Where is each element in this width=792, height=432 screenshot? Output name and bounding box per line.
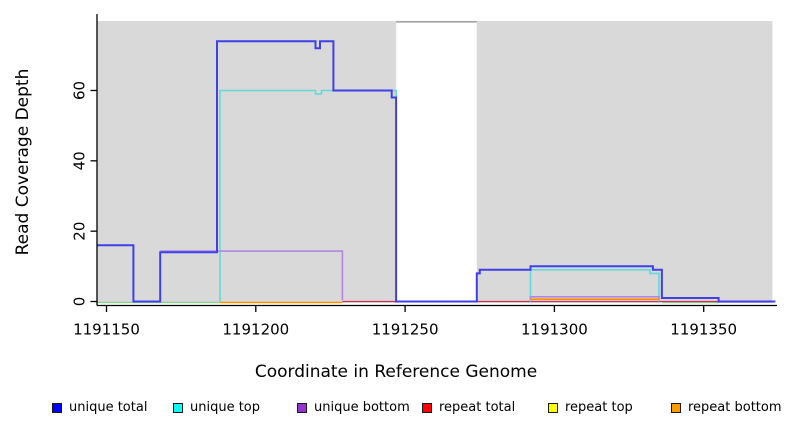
mappability-band-1	[476, 21, 773, 303]
legend: unique total unique top unique bottom re…	[0, 400, 792, 420]
y-tick-label: 0	[71, 297, 89, 307]
x-tick-label: 1191150	[73, 321, 140, 339]
series-unique-top-seg1	[529, 268, 660, 302]
legend-item-unique-bottom: unique bottom	[297, 400, 410, 416]
x-tick-label: 1191300	[521, 321, 588, 339]
y-tick-label: 20	[71, 222, 89, 241]
legend-item-repeat-bottom: repeat bottom	[671, 400, 782, 416]
legend-item-repeat-total: repeat total	[422, 400, 515, 416]
unique-bottom-swatch-icon	[297, 403, 307, 413]
unique-top-swatch-icon	[173, 403, 183, 413]
x-tick-label: 1191250	[372, 321, 439, 339]
legend-item-unique-total: unique total	[52, 400, 147, 416]
y-tick-label: 40	[71, 151, 89, 170]
unique-total-swatch-icon	[52, 403, 62, 413]
x-tick-label: 1191200	[222, 321, 289, 339]
repeat-top-swatch-icon	[548, 403, 558, 413]
y-tick-label: 60	[71, 81, 89, 100]
legend-item-unique-top: unique top	[173, 400, 260, 416]
y-axis-title: Read Coverage Depth	[13, 68, 33, 256]
mappability-band-0	[97, 21, 397, 303]
series-unique-total	[97, 40, 776, 303]
series-unique-bottom	[160, 250, 344, 301]
x-axis-title: Coordinate in Reference Genome	[254, 362, 538, 382]
repeat-total-swatch-icon	[422, 403, 432, 413]
x-tick-label: 1191350	[670, 321, 737, 339]
legend-item-repeat-top: repeat top	[548, 400, 633, 416]
repeat-bottom-swatch-icon	[671, 403, 681, 413]
